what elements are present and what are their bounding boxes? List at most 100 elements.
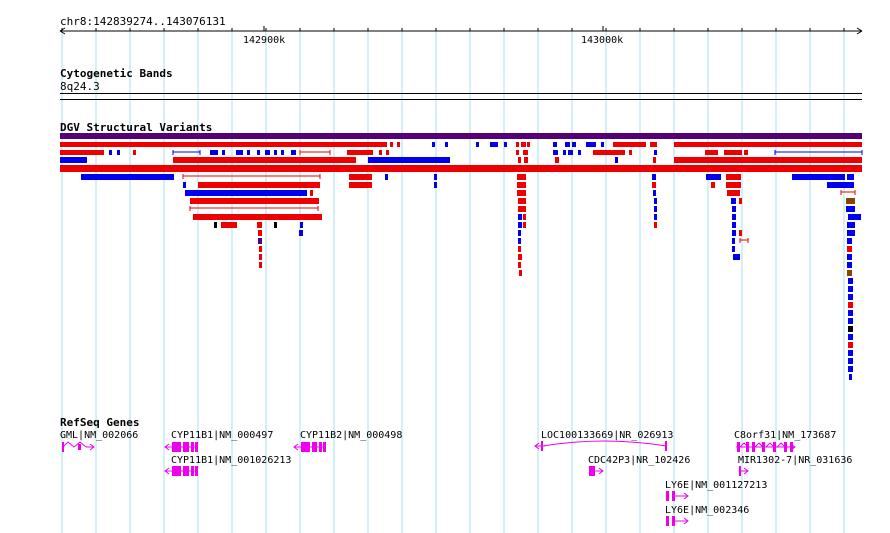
variant-bar — [347, 150, 373, 155]
variant-bar — [847, 270, 852, 276]
variant-bar — [518, 206, 526, 212]
variant-bar — [555, 157, 559, 163]
gene-label[interactable]: CDC42P3|NR_102426 — [588, 455, 691, 466]
variant-bar — [733, 254, 740, 260]
variant-bar — [706, 174, 721, 180]
variant-bar — [572, 142, 576, 147]
variant-bar — [259, 246, 262, 252]
intron-line — [739, 442, 786, 448]
strand-arrow-icon — [164, 467, 170, 475]
variant-bar — [563, 150, 566, 155]
exon — [323, 442, 326, 452]
variant-bar — [518, 238, 521, 244]
variant-bar — [81, 174, 174, 180]
variant-bar — [291, 150, 296, 155]
variant-bar — [258, 238, 262, 244]
variant-bar — [517, 174, 526, 180]
variant-bar — [434, 174, 437, 180]
ruler-arrow-right — [856, 27, 863, 35]
variant-bar — [368, 157, 450, 163]
variant-bar — [60, 150, 104, 155]
gene-label[interactable]: GML|NM_002066 — [60, 430, 139, 441]
cytoband-top-line — [60, 93, 862, 94]
cytoband-track-title: Cytogenetic Bands — [60, 67, 173, 80]
variant-bar — [60, 165, 862, 172]
variant-bar — [732, 214, 736, 220]
refseq-track — [62, 440, 796, 526]
variant-bar — [553, 150, 558, 155]
variant-bar — [490, 142, 498, 147]
variant-bar — [601, 142, 604, 147]
variant-bar — [674, 142, 862, 147]
exon — [739, 466, 741, 476]
dgv-track-title: DGV Structural Variants — [60, 121, 213, 134]
strand-arrow-icon — [293, 443, 299, 451]
gene-label[interactable]: LOC100133669|NR_026913 — [541, 430, 674, 441]
gene-label[interactable]: LY6E|NM_002346 — [665, 505, 750, 516]
variant-bar — [198, 182, 320, 188]
exon — [172, 466, 181, 476]
variant-bar — [848, 342, 853, 348]
variant-bar — [257, 222, 262, 228]
variant-bar — [732, 238, 735, 244]
exon — [737, 442, 740, 452]
ruler-tick-label: 143000k — [581, 35, 624, 46]
gene-label[interactable]: MIR1302-7|NR_031636 — [738, 455, 853, 466]
variant-bar — [117, 150, 120, 155]
exon — [666, 491, 669, 501]
variant-bar — [653, 157, 656, 163]
gene-label[interactable]: CYP11B1|NM_000497 — [171, 430, 274, 441]
variant-bar — [60, 142, 387, 147]
variant-bar — [274, 222, 277, 228]
strand-arrow-icon — [683, 492, 689, 500]
variant-bar — [846, 198, 855, 204]
variant-bar — [222, 150, 225, 155]
variant-bar — [518, 157, 521, 163]
variant-bar — [349, 174, 372, 180]
gene-label[interactable]: C8orf31|NM_173687 — [734, 430, 837, 441]
variant-bar — [654, 150, 657, 155]
exon — [773, 442, 776, 452]
variant-bar — [274, 150, 277, 155]
variant-bar — [726, 182, 741, 188]
variant-bar — [744, 150, 748, 155]
variant-bar — [193, 214, 322, 220]
variant-bar — [652, 182, 656, 188]
variant-bar — [848, 294, 853, 300]
variant-bar — [445, 142, 448, 147]
exon — [666, 516, 669, 526]
refseq-track-title: RefSeq Genes — [60, 416, 140, 429]
exon — [195, 442, 198, 452]
variant-bar — [848, 318, 853, 324]
variant-bar — [848, 350, 853, 356]
variant-bar — [517, 182, 526, 188]
variant-bar — [732, 222, 736, 228]
variant-bar — [300, 222, 303, 228]
variant-bar — [565, 142, 570, 147]
variant-bar — [615, 157, 618, 163]
variant-bar — [527, 142, 530, 147]
variant-bar — [847, 230, 855, 236]
variant-bar — [247, 150, 250, 155]
variant-bar — [518, 254, 522, 260]
gene-label[interactable]: CYP11B2|NM_000498 — [300, 430, 403, 441]
variant-bar — [517, 190, 526, 196]
variant-bar — [654, 222, 657, 228]
gene-label[interactable]: LY6E|NM_001127213 — [665, 480, 768, 491]
variant-bar — [476, 142, 479, 147]
exon — [183, 466, 189, 476]
variant-bar — [210, 150, 218, 155]
variant-bar — [133, 150, 136, 155]
exon — [541, 441, 543, 451]
variant-bar — [519, 270, 522, 276]
variant-bar — [848, 214, 861, 220]
variant-bar — [173, 157, 356, 163]
variant-bar — [60, 157, 87, 163]
exon — [672, 516, 675, 526]
exon — [172, 442, 181, 452]
variant-bar — [847, 246, 852, 252]
variant-bar — [732, 246, 735, 252]
gene-label[interactable]: CYP11B1|NM_001026213 — [171, 455, 292, 466]
